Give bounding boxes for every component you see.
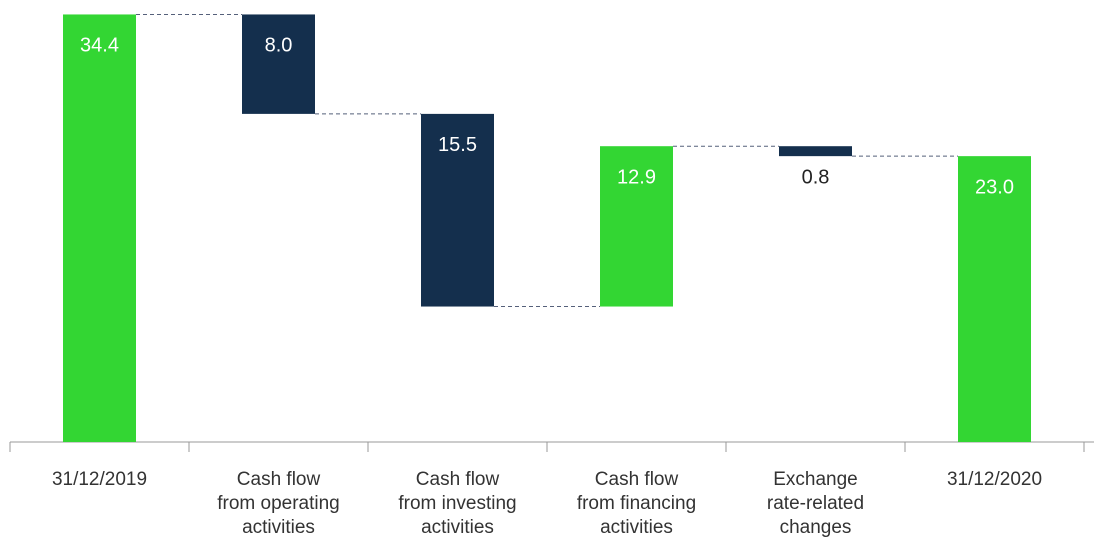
x-tick-label-line: 31/12/2020	[947, 469, 1042, 490]
value-label: 0.8	[802, 166, 830, 188]
x-tick-label: 31/12/2019	[52, 469, 147, 490]
value-label: 12.9	[617, 166, 656, 188]
bar	[600, 146, 673, 307]
x-tick-label: Cash flow from operating activities	[217, 469, 340, 538]
x-tick-label-line: from operating	[217, 493, 340, 514]
bar	[242, 14, 315, 114]
x-tick-label-line: from investing	[398, 493, 516, 514]
x-tick-label-line: Cash flow	[237, 469, 321, 490]
x-tick-label: Cash flow from investing activities	[398, 469, 516, 538]
x-tick-label-line: from financing	[577, 493, 696, 514]
x-tick-label: Cash flow from financing activities	[577, 469, 696, 538]
value-label: 8.0	[265, 35, 293, 57]
x-tick-label-line: activities	[600, 517, 673, 538]
value-label: 23.0	[975, 176, 1014, 198]
x-tick-label-line: Exchange	[773, 469, 858, 490]
bar	[421, 113, 494, 307]
bar	[779, 146, 852, 157]
x-tick-label-line: activities	[421, 517, 494, 538]
x-tick-label-line: changes	[780, 517, 852, 538]
x-tick-label-line: activities	[242, 517, 315, 538]
bar	[63, 14, 136, 442]
x-tick-label-line: rate-related	[767, 493, 864, 514]
x-tick-label-line: Cash flow	[416, 469, 500, 490]
value-label: 15.5	[438, 134, 477, 156]
value-label: 34.4	[80, 35, 119, 57]
x-tick-label: 31/12/2020	[947, 469, 1042, 490]
x-tick-label-line: Cash flow	[595, 469, 679, 490]
x-tick-label-line: 31/12/2019	[52, 469, 147, 490]
bar	[958, 156, 1031, 442]
x-tick-label: Exchange rate-related changes	[767, 469, 864, 538]
